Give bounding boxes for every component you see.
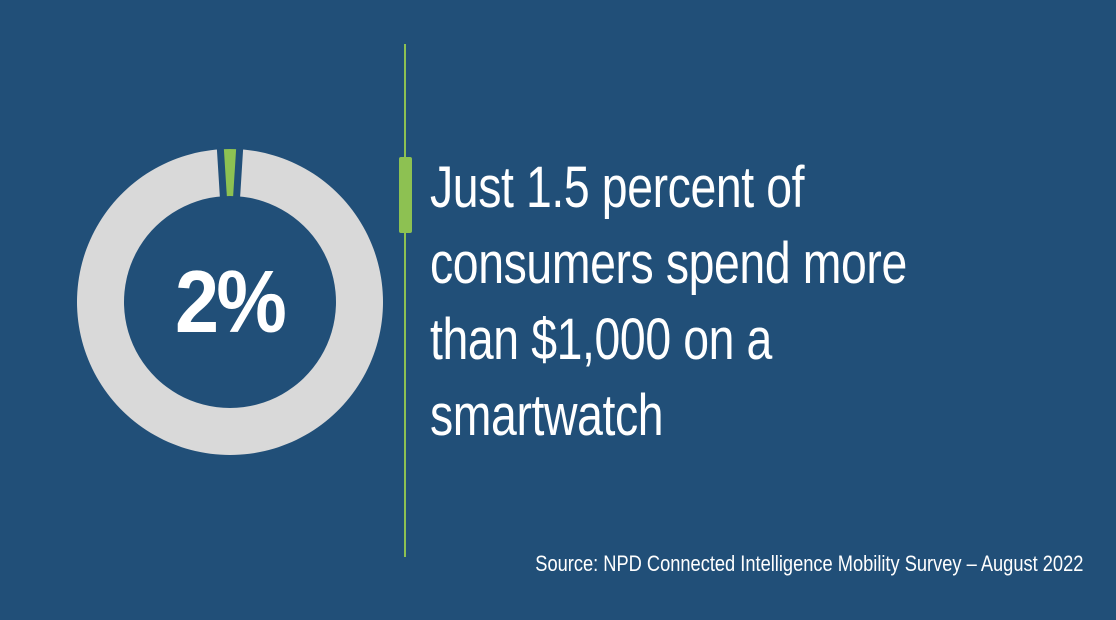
headline-line-2: consumers spend more: [430, 231, 907, 296]
headline-line-3: than $1,000 on a: [430, 307, 772, 372]
headline-line-1: Just 1.5 percent of: [430, 155, 805, 220]
donut-slice-border: [216, 147, 227, 199]
headline-line-4: smartwatch: [430, 383, 664, 448]
donut-chart: 2%: [70, 142, 390, 462]
divider-accent-bar: [399, 157, 412, 233]
donut-chart-graphic: [77, 147, 383, 455]
donut-slice-border: [233, 147, 244, 199]
donut-slice-remainder: [77, 149, 383, 455]
headline: Just 1.5 percent of consumers spend more…: [430, 150, 1026, 454]
divider-line: [404, 44, 406, 557]
source-attribution: Source: NPD Connected Intelligence Mobil…: [534, 551, 1083, 576]
